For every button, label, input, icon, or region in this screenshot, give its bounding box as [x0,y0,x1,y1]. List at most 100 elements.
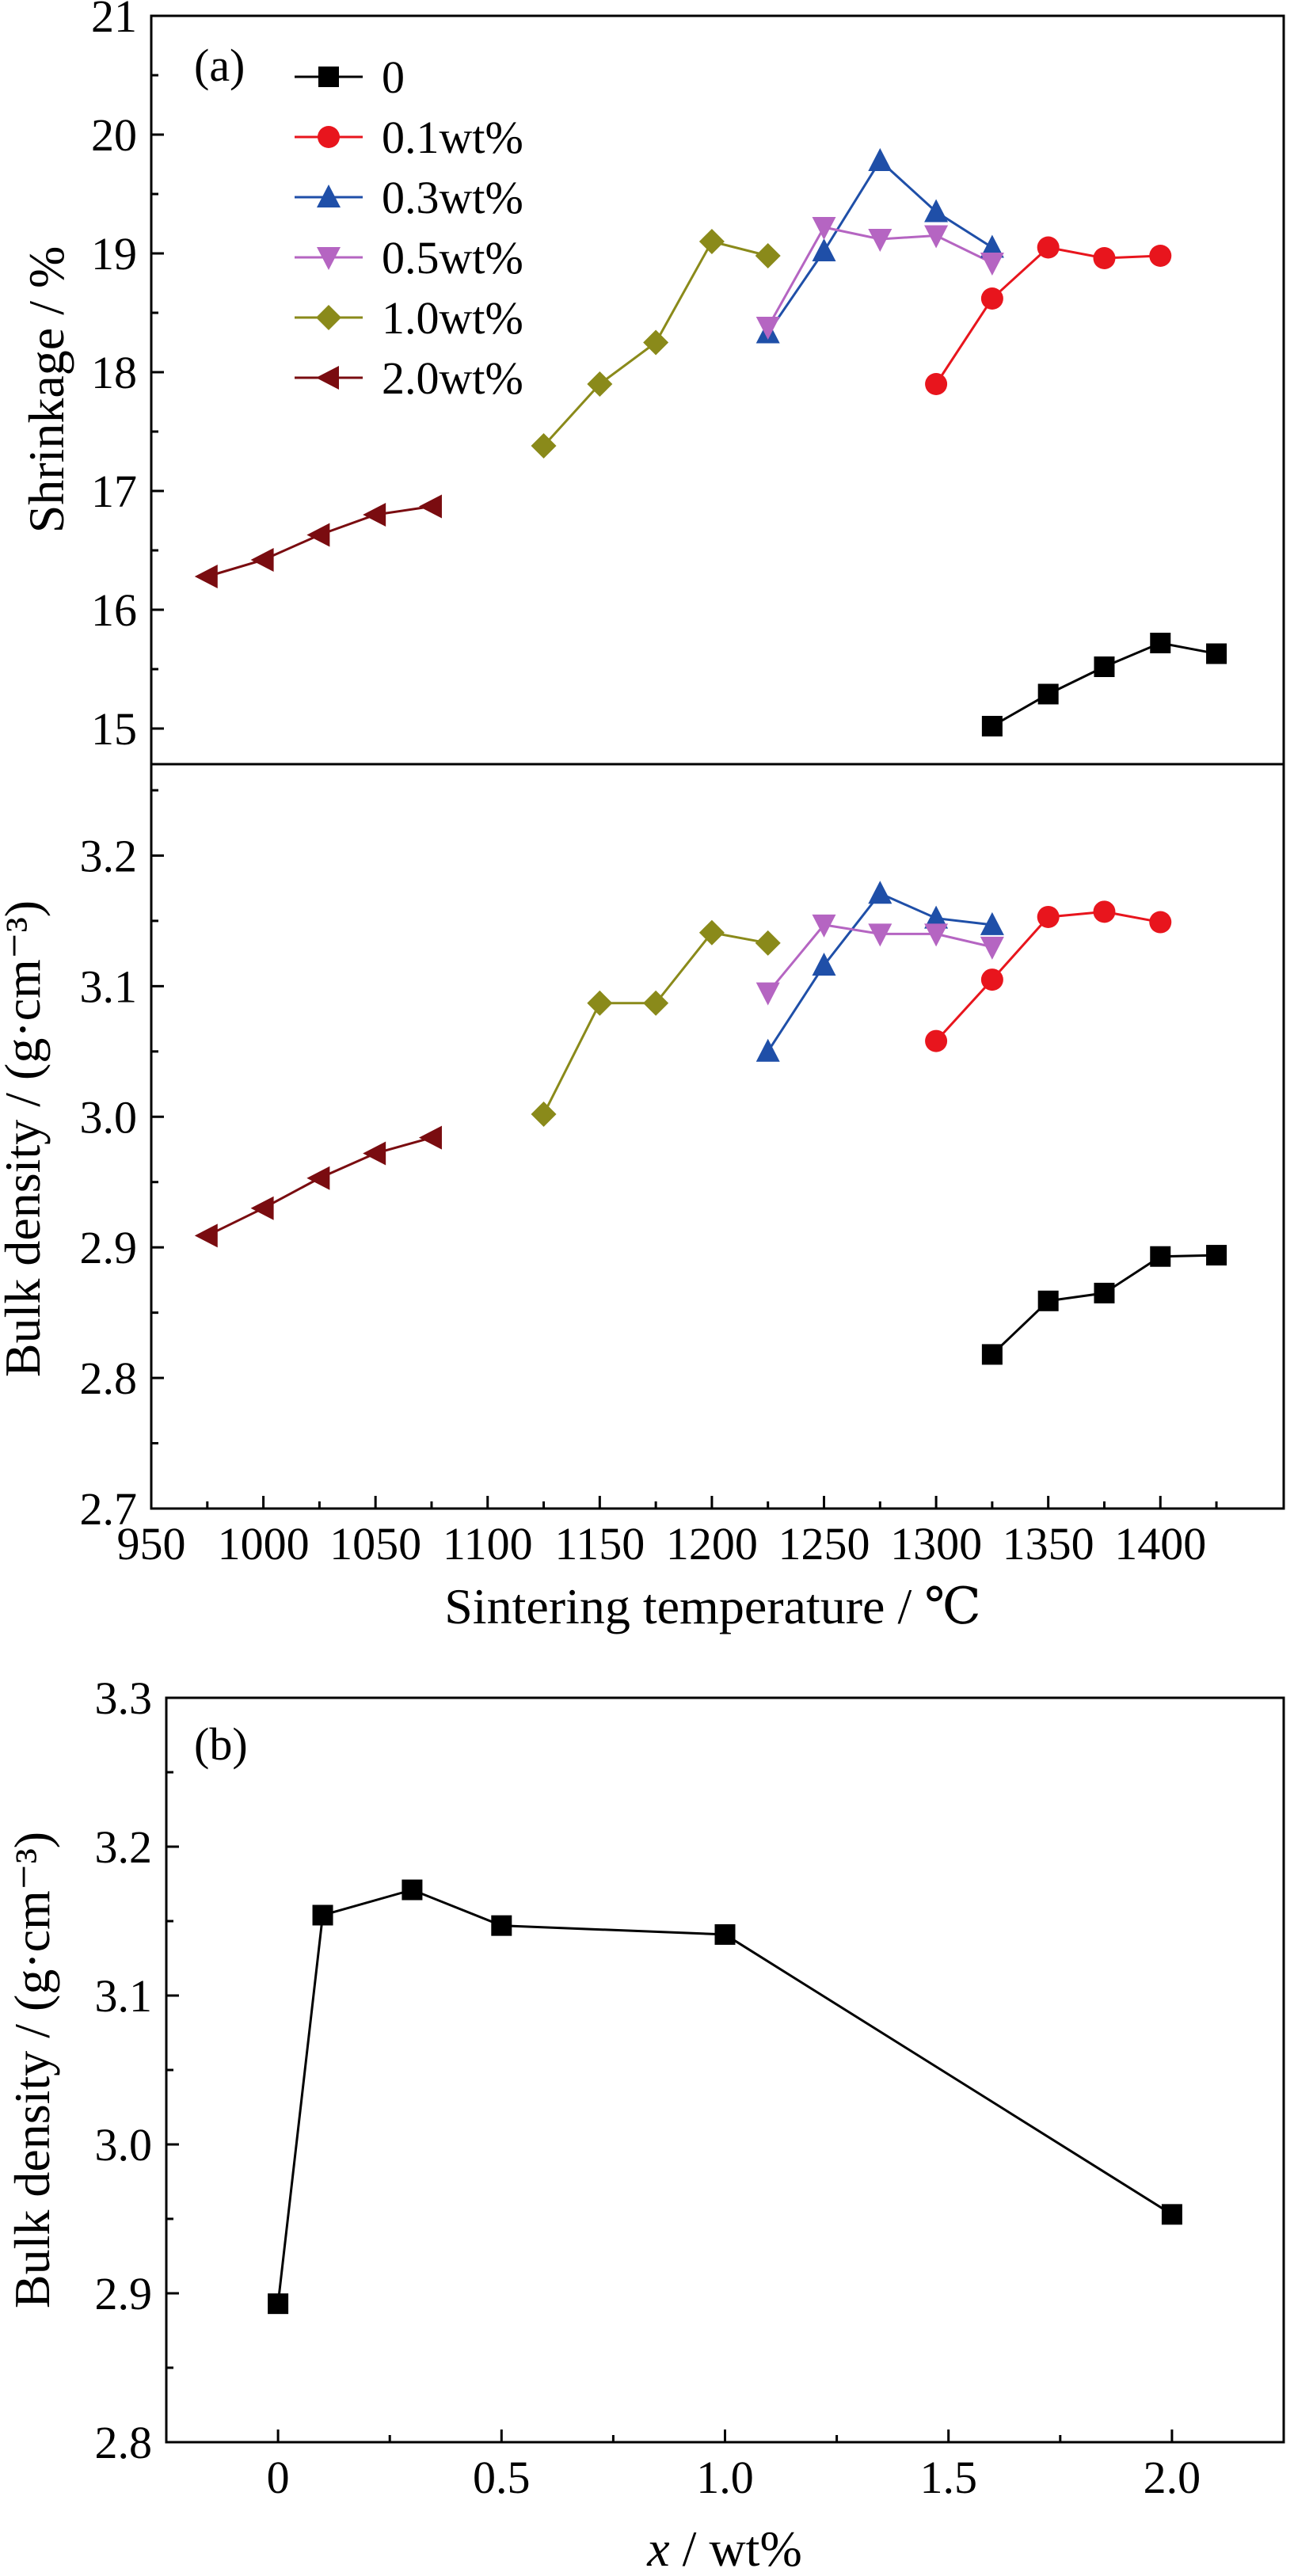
shrinkage-y-axis-label: Shrinkage / % [18,246,74,534]
temperature-x-tick-label: 1050 [329,1518,421,1570]
shrinkage-data-point [812,217,836,240]
shrinkage-y-tick-label: 21 [91,0,137,42]
legend-entry-label: 1.0wt% [382,292,523,344]
legend-entry-label: 2.0wt% [382,352,523,404]
density-temperature-data-point [980,936,1004,960]
shrinkage-data-point [531,433,557,459]
legend-entry-label: 0 [382,51,405,103]
density-temperature-data-point [643,990,669,1016]
density-temperature-data-point [531,1101,557,1127]
density-content-y-tick-label: 3.3 [95,1672,153,1724]
density-content-y-tick-label: 3.0 [95,2119,153,2171]
density-content-data-point [714,1923,736,1945]
shrinkage-data-point [980,253,1004,276]
shrinkage-data-point [194,565,218,588]
density-temperature-data-point [698,919,725,946]
shrinkage-data-point [1094,656,1115,677]
density-temperature-y-tick-label: 2.7 [80,1483,138,1535]
density-temperature-data-point [1150,1246,1171,1267]
density-temperature-series-line [991,1254,1217,1356]
shrinkage-data-point [980,287,1003,310]
legend-marker [318,67,339,87]
shrinkage-plot-frame [150,14,1285,766]
shrinkage-data-point [981,716,1003,736]
shrinkage-y-tick-label: 19 [91,228,137,280]
shrinkage-y-tick-label: 16 [91,584,137,636]
density-temperature-data-point [812,914,836,938]
legend-marker [317,247,341,270]
density-content-data-point [312,1904,333,1926]
density-temperature-data-point [1094,1282,1115,1303]
shrinkage-data-point [1150,633,1171,653]
shrinkage-data-point [1093,247,1116,269]
temperature-x-tick-label: 1200 [666,1518,758,1570]
shrinkage-y-tick-label: 18 [91,347,137,398]
density-temperature-data-point [306,1166,330,1190]
density-temperature-data-point [868,923,892,947]
density-temperature-data-point [418,1125,442,1150]
density-temperature-data-point [981,1344,1003,1365]
density-content-y-tick-label: 3.1 [95,1970,153,2022]
temperature-x-tick-label: 1300 [890,1518,982,1570]
density-temperature-y-tick-label: 3.2 [80,830,138,881]
density-temperature-data-point [1037,1290,1059,1311]
density-temperature-data-point [924,905,949,929]
panel-b-label: (b) [194,1718,248,1770]
temperature-x-tick-label: 1350 [1003,1518,1094,1570]
shrinkage-data-point [587,371,613,397]
temperature-x-tick-label: 1250 [778,1518,870,1570]
density-temperature-data-point [755,1038,780,1062]
density-temperature-y-axis-label: Bulk density / (g·cm⁻³) [0,900,51,1377]
content-x-tick-label: 2.0 [1144,2452,1201,2503]
density-content-y-tick-label: 3.2 [95,1821,153,1873]
shrinkage-data-point [250,548,274,572]
shrinkage-data-point [643,329,669,356]
density-temperature-data-point [925,1029,948,1052]
legend-entry-label: 0.3wt% [382,172,523,223]
density-temperature-data-point [1037,905,1060,928]
temperature-x-tick-label: 1000 [218,1518,310,1570]
shrinkage-data-point [924,225,949,249]
density-content-y-axis-label: Bulk density / (g·cm⁻³) [4,1832,60,2308]
shrinkage-data-point [925,373,948,395]
temperature-x-axis-label: Sintering temperature / ℃ [444,1578,981,1634]
shrinkage-data-point [812,238,836,261]
content-x-tick-label: 0.5 [473,2452,531,2503]
content-x-tick-label: 1.5 [919,2452,977,2503]
density-content-data-point [491,1915,512,1936]
shrinkage-data-point [1037,236,1060,259]
density-temperature-data-point [924,923,949,947]
legend-marker [317,185,341,207]
density-temperature-data-point [250,1196,274,1220]
shrinkage-y-tick-label: 15 [91,703,137,755]
content-x-axis-variable: x [646,2521,669,2576]
density-content-data-point [402,1879,423,1901]
shrinkage-y-tick-label: 17 [91,466,137,517]
density-temperature-y-tick-label: 2.9 [80,1222,138,1273]
temperature-x-tick-label: 1100 [443,1518,533,1570]
shrinkage-data-point [755,317,780,340]
legend-marker [318,126,340,148]
density-temperature-data-point [363,1141,386,1166]
legend-marker [316,305,341,330]
density-temperature-data-point [194,1223,218,1248]
density-content-y-tick-label: 2.9 [95,2268,153,2319]
temperature-x-tick-label: 1150 [554,1518,645,1570]
shrinkage-data-point [755,243,781,268]
legend-entry-label: 0.5wt% [382,232,523,283]
density-temperature-data-point [1093,900,1116,923]
density-content-data-point [1161,2204,1182,2225]
content-x-tick-label: 1.0 [696,2452,754,2503]
density-temperature-data-point [980,968,1003,991]
shrinkage-data-point [1149,245,1172,267]
density-temperature-data-point [812,952,836,976]
density-temperature-data-point [755,982,780,1006]
density-temperature-y-tick-label: 3.0 [80,1091,138,1143]
content-x-tick-label: 0 [267,2452,290,2503]
density-content-y-tick-label: 2.8 [95,2417,153,2468]
shrinkage-series-line [934,245,1161,385]
legend-entry-label: 0.1wt% [382,112,523,163]
density-temperature-data-point [868,881,892,904]
shrinkage-data-point [698,229,725,254]
